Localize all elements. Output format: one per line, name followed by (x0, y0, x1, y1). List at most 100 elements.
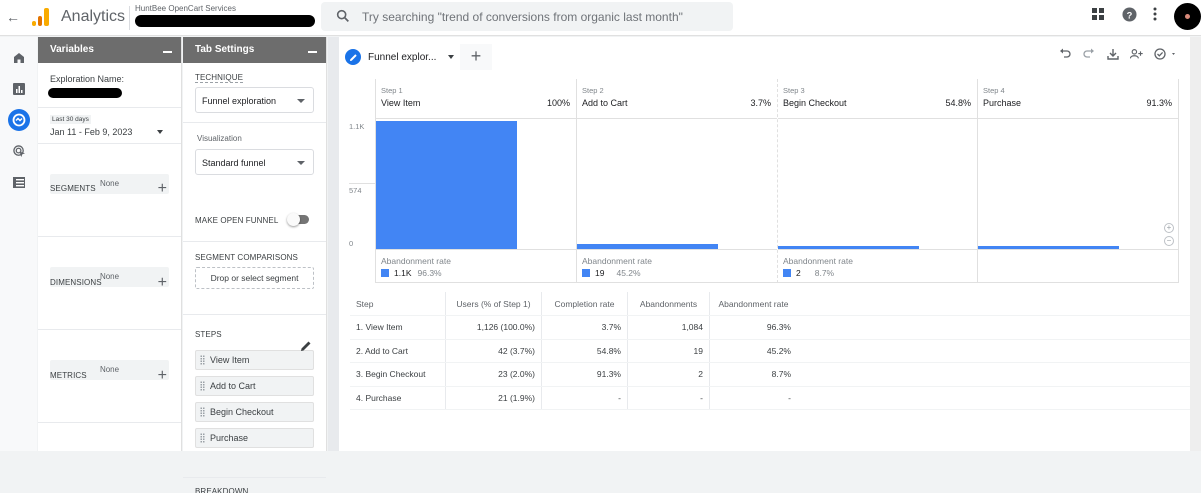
steps-section: STEPS View Item Add to Cart Begin Checko… (183, 330, 326, 478)
collapse-icon[interactable] (163, 51, 172, 53)
funnel-bar[interactable] (978, 246, 1119, 249)
dimensions-label: DIMENSIONS (50, 278, 102, 287)
step-chip[interactable]: Purchase (195, 428, 314, 448)
exploration-name-label: Exploration Name: (50, 74, 125, 84)
funnel-step-4[interactable]: Step 4 Purchase 91.3% (977, 79, 1179, 283)
funnel-table: Step Users (% of Step 1) Completion rate… (350, 292, 1190, 410)
metrics-empty[interactable]: None (50, 360, 169, 380)
step-chip[interactable]: Begin Checkout (195, 402, 314, 422)
arrow-left-icon[interactable]: ← (6, 9, 20, 25)
redo-icon[interactable] (1082, 47, 1096, 61)
tab-funnel-exploration[interactable]: Funnel explor... (345, 44, 455, 70)
funnel-bar[interactable] (778, 246, 919, 249)
more-vert-icon[interactable] (1152, 7, 1158, 21)
chevron-down-icon[interactable] (448, 55, 455, 59)
edit-steps-icon[interactable] (300, 340, 312, 352)
add-dimension-icon[interactable]: + (157, 274, 167, 291)
legend-swatch (381, 269, 389, 277)
drag-handle-icon[interactable] (200, 355, 205, 365)
app-name: Analytics (61, 8, 126, 25)
nav-rail (0, 37, 37, 451)
table-row[interactable]: 3. Begin Checkout 23 (2.0%) 91.3% 2 8.7% (350, 363, 1190, 387)
segments-label: SEGMENTS (50, 184, 96, 193)
canvas-toolbar (1058, 47, 1180, 61)
drag-handle-icon[interactable] (200, 433, 205, 443)
advertising-icon[interactable] (8, 140, 30, 162)
step-chip[interactable]: Add to Cart (195, 376, 314, 396)
drag-handle-icon[interactable] (200, 381, 205, 391)
funnel-step-3[interactable]: Step 3 Begin Checkout 54.8% Abandonment … (777, 79, 977, 283)
exploration-canvas: Funnel explor... + 1.1K 574 0 Step 1 Vie… (339, 37, 1190, 451)
technique-select[interactable]: Funnel exploration (195, 87, 314, 113)
scrollbar[interactable] (1190, 37, 1201, 451)
table-row[interactable]: 2. Add to Cart 42 (3.7%) 54.8% 19 45.2% (350, 339, 1190, 363)
toggle-knob (287, 213, 300, 226)
step-header: Step 2 Add to Cart 3.7% (577, 79, 777, 119)
avatar[interactable] (1174, 3, 1201, 30)
zoom-in-icon[interactable]: + (1164, 223, 1174, 233)
share-icon[interactable] (1130, 47, 1144, 61)
collapse-icon[interactable] (308, 51, 317, 53)
steps-label: STEPS (195, 330, 222, 339)
variables-header: Variables (38, 37, 181, 63)
download-icon[interactable] (1106, 47, 1120, 61)
date-range-picker[interactable]: Last 30 days Jan 11 - Feb 9, 2023 (38, 108, 181, 144)
search-input[interactable]: Try searching "trend of conversions from… (321, 2, 733, 31)
add-tab-button[interactable]: + (460, 44, 492, 70)
step-header: Step 4 Purchase 91.3% (978, 79, 1178, 119)
drag-handle-icon[interactable] (200, 407, 205, 417)
segment-comparisons-section: SEGMENT COMPARISONS Drop or select segme… (183, 253, 326, 315)
zoom-out-icon[interactable]: − (1164, 236, 1174, 246)
visualization-section: Visualization Standard funnel MAKE OPEN … (183, 134, 326, 242)
step-header: Step 1 View Item 100% (376, 79, 576, 119)
exploration-name-field[interactable] (48, 88, 122, 98)
explore-icon[interactable] (8, 109, 30, 131)
funnel-bar[interactable] (376, 121, 517, 249)
step-chip[interactable]: View Item (195, 350, 314, 370)
reports-icon[interactable] (8, 78, 30, 100)
top-bar: ← Analytics HuntBee OpenCart Services Tr… (0, 0, 1201, 36)
tab-label: Funnel explor... (368, 51, 437, 63)
dimensions-empty[interactable]: None (50, 267, 169, 287)
undo-icon[interactable] (1058, 47, 1072, 61)
chevron-down-icon (297, 99, 305, 103)
chevron-down-icon (297, 161, 305, 165)
account-label[interactable]: HuntBee OpenCart Services (135, 4, 236, 13)
abandonment-summary-empty (978, 249, 1178, 283)
exploration-name-section: Exploration Name: (38, 63, 181, 108)
visualization-select[interactable]: Standard funnel (195, 149, 314, 175)
add-metric-icon[interactable]: + (157, 367, 167, 384)
funnel-step-2[interactable]: Step 2 Add to Cart 3.7% Abandonment rate… (576, 79, 777, 283)
segments-empty[interactable]: None (50, 174, 169, 194)
check-circle-icon[interactable] (1154, 47, 1180, 61)
date-range-label: Last 30 days (50, 115, 91, 124)
edit-pencil-icon (345, 49, 361, 65)
tab-settings-title: Tab Settings (195, 44, 255, 55)
add-segment-icon[interactable]: + (157, 180, 167, 197)
tab-settings-panel: Tab Settings TECHNIQUE Funnel exploratio… (183, 37, 327, 493)
abandonment-summary: Abandonment rate 1.1K 96.3% (376, 249, 576, 283)
technique-label: TECHNIQUE (195, 73, 244, 83)
home-icon[interactable] (8, 47, 30, 69)
funnel-chart: 1.1K 574 0 Step 1 View Item 100% Abandon… (339, 79, 1179, 283)
table-row[interactable]: 1. View Item 1,126 (100.0%) 3.7% 1,084 9… (350, 316, 1190, 340)
segment-drop-zone[interactable]: Drop or select segment (195, 267, 314, 289)
divider (129, 6, 130, 30)
dimensions-section: DIMENSIONS + None (38, 267, 181, 330)
redacted-property-name (135, 15, 315, 27)
chevron-down-icon (157, 130, 163, 134)
funnel-step-1[interactable]: Step 1 View Item 100% Abandonment rate 1… (375, 79, 576, 283)
tab-settings-header: Tab Settings (183, 37, 326, 63)
visualization-label: Visualization (197, 134, 242, 143)
configure-icon[interactable] (8, 171, 30, 193)
abandonment-summary: Abandonment rate 2 8.7% (778, 249, 977, 283)
y-axis-tick: 1.1K (349, 122, 365, 131)
help-icon[interactable]: ? (1122, 7, 1137, 22)
apps-grid-icon[interactable] (1091, 7, 1105, 21)
step-header: Step 3 Begin Checkout 54.8% (778, 79, 977, 119)
open-funnel-toggle[interactable] (287, 213, 309, 226)
funnel-bar[interactable] (577, 244, 718, 249)
visualization-value: Standard funnel (202, 158, 266, 168)
table-row[interactable]: 4. Purchase 21 (1.9%) - - - (350, 386, 1190, 410)
search-placeholder: Try searching "trend of conversions from… (362, 10, 683, 24)
